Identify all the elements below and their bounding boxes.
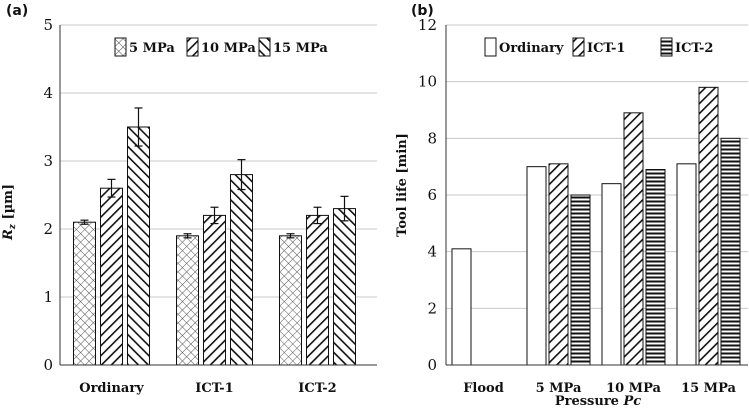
y-tick-label: 4 (427, 243, 437, 261)
y-tick-label: 0 (427, 356, 437, 374)
bar-15-mpa-ict-1 (230, 174, 253, 366)
x-tick-label: Flood (463, 381, 504, 396)
chart-panel-a: (a) 0 1 2 3 4 5 Ordinary ICT-1 ICT-2 Rz [µm] 5 … (1, 3, 377, 396)
bar-10-mpa-ict-1 (203, 214, 226, 366)
x-tick-label: 10 MPa (606, 381, 661, 396)
legend-swatch (186, 37, 199, 57)
legend-swatch (660, 37, 673, 57)
bar-ict-1-5-mpa (548, 163, 569, 366)
bar-5-mpa-ict-2 (279, 235, 302, 366)
legend-swatch (572, 37, 585, 57)
y-tick-label: 2 (43, 220, 53, 238)
legend-label: 15 MPa (273, 41, 328, 56)
bar-ordinary-15-mpa (676, 163, 697, 366)
bar-5-mpa-ict-1 (176, 235, 199, 366)
x-tick-label: Ordinary (79, 381, 144, 396)
legend-a: 5 MPa 10 MPa 15 MPa (114, 37, 328, 57)
x-axis-label-b: Pressure Pc (555, 394, 641, 409)
y-tick-label: 1 (43, 288, 53, 306)
legend-label: 10 MPa (201, 41, 256, 56)
legend-b: Ordinary ICT-1 ICT-2 (484, 37, 713, 57)
bar-ordinary-10-mpa (601, 183, 622, 366)
bar-ordinary-5-mpa (526, 166, 547, 366)
legend-label: Ordinary (499, 41, 564, 56)
chart-panel-b: (b) 0 2 4 6 8 10 12 Flood 5 MPa 10 MPa 15 MPa Too… (395, 3, 748, 409)
x-tick-label: ICT-2 (298, 381, 336, 396)
x-tick-label: ICT-1 (195, 381, 233, 396)
y-tick-label: 10 (418, 73, 437, 91)
y-tick-label: 8 (427, 129, 437, 147)
legend-swatch (258, 37, 271, 57)
panel-label-a: (a) (6, 3, 28, 19)
bar-ict-2-15-mpa (720, 137, 741, 366)
legend-label: ICT-1 (587, 41, 625, 56)
bar-5-mpa-ordinary (73, 221, 96, 366)
y-tick-label: 5 (43, 16, 53, 34)
bar-15-mpa-ict-2 (333, 208, 356, 366)
bar-ict-1-15-mpa (698, 86, 719, 366)
y-tick-label: 0 (43, 356, 53, 374)
legend-swatch (484, 37, 497, 57)
x-tick-label: 5 MPa (536, 381, 582, 396)
bar-ict-1-10-mpa (623, 112, 644, 366)
x-tick-label: 15 MPa (681, 381, 736, 396)
bar-15-mpa-ordinary (127, 126, 150, 366)
y-axis-label-b: Tool life [min] (395, 133, 410, 237)
bar-ordinary-flood (451, 248, 472, 366)
y-tick-label: 4 (43, 84, 53, 102)
legend-label: 5 MPa (129, 41, 175, 56)
bar-10-mpa-ordinary (100, 187, 123, 366)
panel-label-b: (b) (411, 3, 434, 19)
legend-swatch (114, 37, 127, 57)
bar-ict-2-5-mpa (570, 194, 591, 366)
y-tick-label: 3 (43, 152, 53, 170)
y-axis-label-a: Rz [µm] (1, 184, 18, 241)
legend-label: ICT-2 (675, 41, 713, 56)
bar-ict-2-10-mpa (645, 169, 666, 366)
y-tick-label: 6 (427, 186, 437, 204)
bar-10-mpa-ict-2 (306, 214, 329, 366)
y-tick-label: 2 (427, 299, 437, 317)
y-tick-label: 12 (418, 16, 437, 34)
